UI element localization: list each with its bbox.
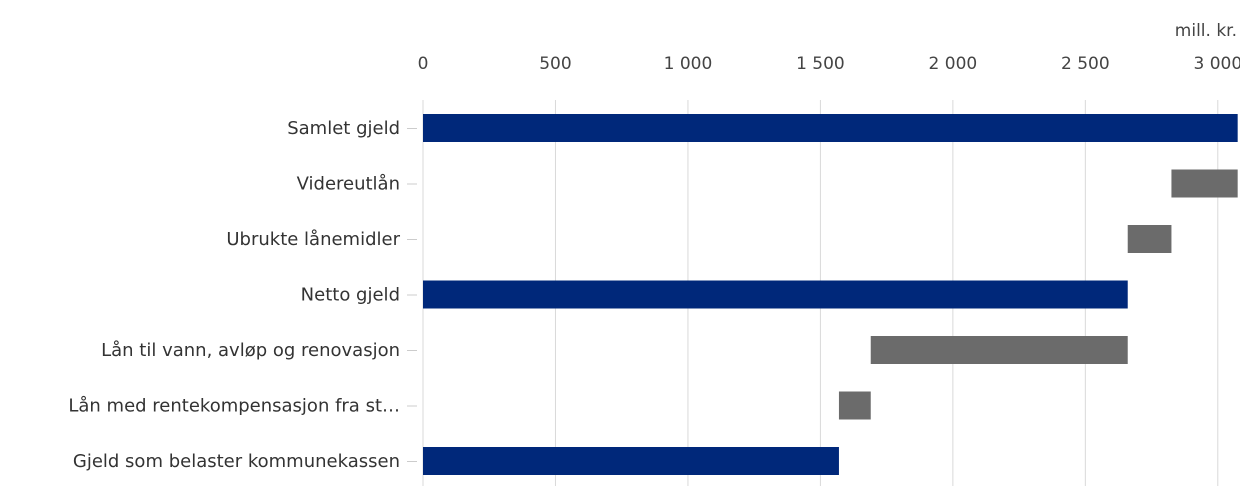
category-label: Netto gjeld — [301, 285, 400, 306]
x-tick-label: 1 500 — [796, 54, 845, 74]
bar — [870, 336, 1128, 364]
bar — [838, 391, 871, 420]
category-label: Ubrukte lånemidler — [226, 229, 400, 250]
x-tick-label: 2 000 — [929, 54, 978, 74]
unit-label: mill. kr. — [1175, 21, 1237, 41]
category-label: Gjeld som belaster kommunekassen — [73, 451, 400, 472]
bar — [1171, 169, 1238, 198]
bar — [1127, 225, 1172, 253]
category-label: Lån til vann, avløp og renovasjon — [101, 340, 400, 361]
bars — [423, 114, 1238, 475]
x-tick-label: 500 — [539, 54, 571, 74]
category-label: Lån med rentekompensasjon fra st… — [68, 396, 400, 417]
bar — [423, 114, 1238, 142]
category-label: Samlet gjeld — [287, 118, 400, 139]
x-tick-label: 2 500 — [1061, 54, 1110, 74]
category-labels: Samlet gjeld Videreutlån Ubrukte lånemidle… — [68, 118, 417, 472]
bar — [423, 280, 1128, 309]
category-label: Videreutlån — [297, 174, 400, 195]
x-tick-label: 1 000 — [664, 54, 713, 74]
bar — [423, 447, 839, 475]
x-axis-tick-labels: 0 500 1 000 1 500 2 000 2 500 3 000 — [418, 54, 1240, 74]
x-tick-label: 3 000 — [1193, 54, 1240, 74]
x-tick-label: 0 — [418, 54, 429, 74]
